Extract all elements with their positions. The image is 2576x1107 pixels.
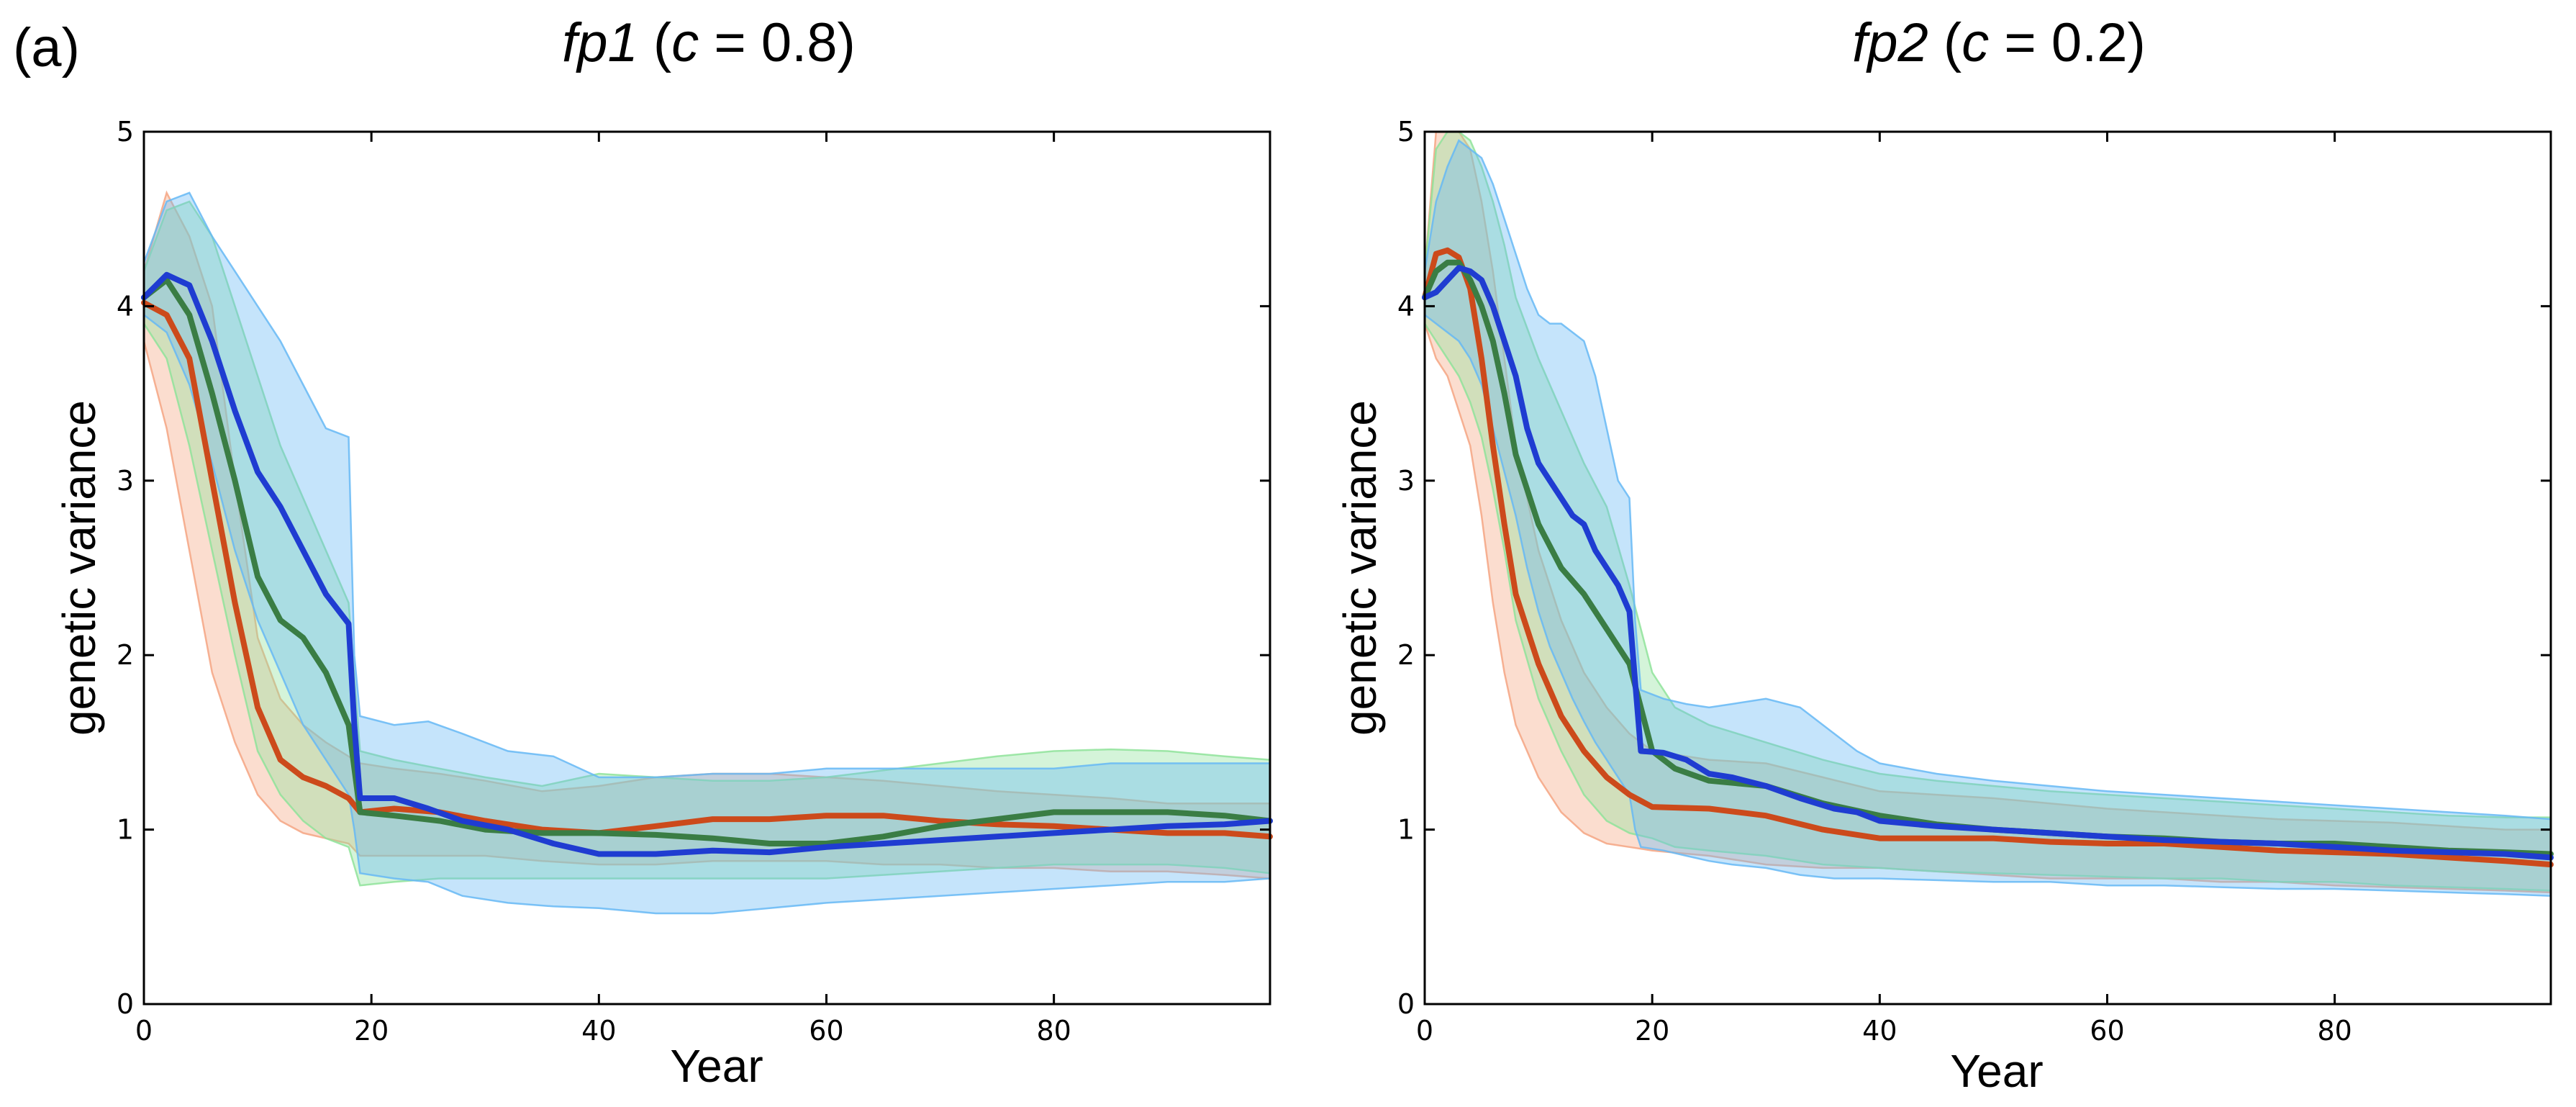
x-tick-label: 60 <box>2090 1015 2124 1047</box>
chart-title: fp1 (c = 0.8) <box>562 12 856 73</box>
y-axis-label: genetic variance <box>1334 400 1386 736</box>
x-axis-label: Year <box>1950 1045 2043 1097</box>
series-lines <box>141 271 1273 857</box>
line-orange <box>1422 247 2554 868</box>
confidence-bands <box>142 190 1271 915</box>
y-tick-label: 5 <box>1397 116 1415 148</box>
line-blue <box>141 271 1273 857</box>
title-open: ( <box>638 12 671 73</box>
y-tick-label: 3 <box>117 465 134 497</box>
y-tick-label: 5 <box>117 116 134 148</box>
x-axis-label: Year <box>670 1040 763 1092</box>
y-tick-label: 2 <box>1397 639 1415 671</box>
y-tick-label: 4 <box>1397 290 1415 322</box>
x-tick-label: 20 <box>354 1015 389 1047</box>
x-tick-label: 80 <box>2317 1015 2351 1047</box>
line-blue <box>1422 265 2554 861</box>
title-open: ( <box>1928 12 1962 73</box>
title-italic-a: fp1 <box>562 12 638 73</box>
x-tick-label: 0 <box>1416 1015 1433 1047</box>
x-tick-label: 0 <box>135 1015 153 1047</box>
plot-frame <box>142 130 1271 1006</box>
chart-fp2: fp2 (c = 0.2) 0 20 40 60 80 0 1 2 3 4 5 Year genet… <box>1334 12 2554 1097</box>
y-tick-label: 0 <box>1397 988 1415 1020</box>
x-tick-label: 80 <box>1036 1015 1071 1047</box>
chart-title: fp2 (c = 0.2) <box>1852 12 2146 73</box>
y-tick-label: 2 <box>117 639 134 671</box>
plot-frame <box>1423 130 2552 1006</box>
title-rest: = 0.2) <box>1989 12 2146 73</box>
line-orange <box>141 299 1273 840</box>
title-italic-b: c <box>671 12 699 73</box>
x-tick-label: 40 <box>581 1015 616 1047</box>
y-tick-label: 1 <box>117 814 134 846</box>
x-tick-label: 60 <box>809 1015 843 1047</box>
title-italic-b: c <box>1962 12 1989 73</box>
x-tick-label: 20 <box>1635 1015 1669 1047</box>
title-italic-a: fp2 <box>1852 12 1928 73</box>
y-tick-label: 3 <box>1397 465 1415 497</box>
axis-ticks: 0 20 40 60 80 0 1 2 3 4 5 <box>1397 116 2551 1047</box>
axis-ticks: 0 20 40 60 80 0 1 2 3 4 5 <box>117 116 1270 1047</box>
x-tick-label: 40 <box>1862 1015 1897 1047</box>
series-lines <box>1422 247 2554 868</box>
confidence-bands <box>1423 130 2552 897</box>
y-tick-label: 0 <box>117 988 134 1020</box>
y-tick-label: 4 <box>117 290 134 322</box>
panel-label: (a) <box>13 17 80 78</box>
title-rest: = 0.8) <box>699 12 856 73</box>
chart-fp1: fp1 (c = 0.8) 0 20 40 60 80 0 1 2 3 4 5 Year genet… <box>53 12 1273 1092</box>
y-tick-label: 1 <box>1397 814 1415 846</box>
y-axis-label: genetic variance <box>53 400 105 736</box>
